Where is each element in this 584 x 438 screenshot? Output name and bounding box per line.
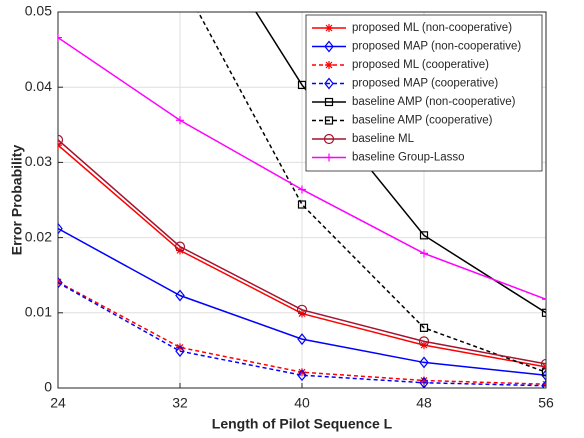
legend-label: baseline AMP (cooperative)	[352, 115, 493, 127]
plot-frame	[57, 11, 547, 389]
marker	[58, 276, 63, 289]
legend: proposed ML (non-cooperative) proposed MA…	[305, 14, 543, 172]
marker	[420, 341, 428, 350]
series-line	[58, 227, 546, 376]
marker	[175, 345, 185, 358]
y-tick-label: 0.05	[25, 3, 52, 19]
marker	[323, 133, 335, 145]
marker	[541, 368, 546, 377]
y-tick-label: 0.02	[25, 228, 52, 244]
marker	[324, 77, 334, 90]
legend-label: proposed ML (non-cooperative)	[352, 22, 512, 34]
legend-label: proposed MAP (non-cooperative)	[352, 41, 521, 53]
x-tick-label: 32	[172, 395, 188, 411]
marker	[418, 336, 430, 347]
legend-label: baseline AMP (non-cooperative)	[352, 96, 516, 108]
legend-label: baseline ML	[352, 133, 415, 145]
x-tick-label: 40	[294, 395, 310, 411]
marker	[174, 241, 186, 252]
y-axis-label: Error Probability	[9, 145, 25, 256]
marker	[325, 153, 333, 162]
marker	[297, 333, 307, 346]
marker	[58, 33, 62, 42]
marker	[175, 289, 185, 302]
marker	[541, 379, 546, 388]
marker	[297, 200, 307, 209]
marker	[541, 369, 546, 382]
series-line	[197, 12, 546, 373]
marker	[176, 343, 184, 352]
marker	[298, 368, 306, 377]
legend-label: proposed ML (cooperative)	[352, 59, 489, 71]
marker	[419, 356, 429, 369]
marker	[176, 246, 184, 255]
legend-label: baseline Group-Lasso	[352, 152, 465, 164]
marker	[542, 295, 546, 304]
marker	[420, 249, 428, 258]
marker	[324, 40, 334, 53]
marker	[419, 376, 429, 388]
marker	[419, 231, 429, 240]
marker	[325, 61, 333, 69]
legend-label: proposed MAP (cooperative)	[352, 78, 498, 90]
x-axis-label: Length of Pilot Sequence L	[212, 416, 393, 432]
y-tick-label: 0.01	[25, 304, 52, 320]
marker	[419, 323, 429, 332]
marker	[540, 358, 546, 370]
marker	[325, 24, 333, 32]
marker	[58, 134, 64, 145]
marker	[298, 309, 306, 318]
marker	[297, 80, 307, 90]
marker	[420, 376, 428, 385]
series-line	[58, 282, 546, 387]
marker	[541, 308, 546, 317]
x-tick-label: 56	[538, 395, 554, 411]
marker	[176, 116, 184, 125]
y-tick-label: 0.03	[25, 153, 52, 169]
marker	[298, 185, 306, 194]
legend-box	[305, 14, 543, 172]
y-tick-label: 0.04	[25, 78, 52, 94]
marker	[297, 369, 307, 382]
marker	[324, 116, 334, 125]
x-tick-label: 24	[50, 395, 66, 411]
series-line	[58, 139, 546, 365]
x-tick-label: 48	[416, 395, 432, 411]
marker	[324, 97, 334, 107]
y-tick-label: 0	[44, 379, 52, 395]
marker	[58, 222, 63, 235]
marker	[296, 304, 308, 315]
